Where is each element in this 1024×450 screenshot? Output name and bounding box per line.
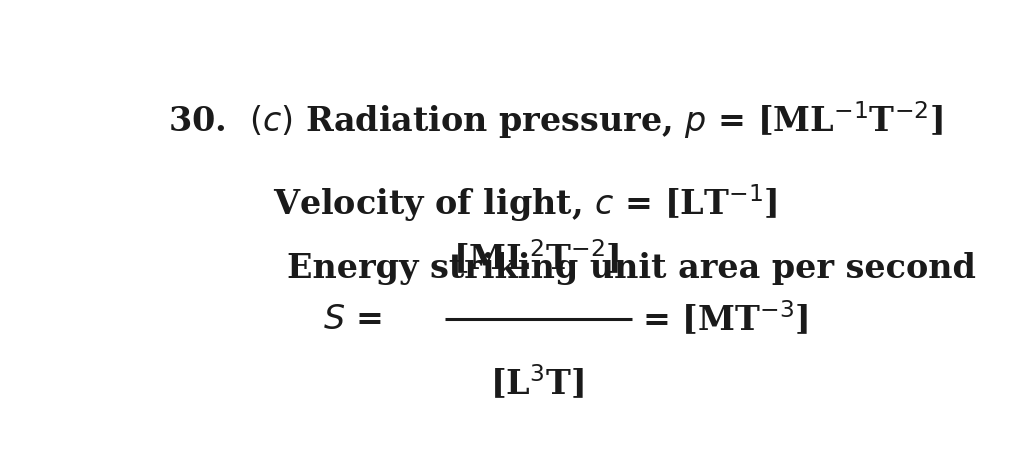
- Text: [L$^{3}$T]: [L$^{3}$T]: [489, 364, 584, 403]
- Text: 30.  $\it{(c)}$ Radiation pressure, $p$ = [ML$^{-1}$T$^{-2}$]: 30. $\it{(c)}$ Radiation pressure, $p$ =…: [168, 99, 943, 141]
- Text: Velocity of light, $c$ = [LT$^{-1}$]: Velocity of light, $c$ = [LT$^{-1}$]: [272, 182, 777, 224]
- Text: = [MT$^{-3}$]: = [MT$^{-3}$]: [642, 300, 809, 338]
- Text: $S$ =: $S$ =: [323, 302, 382, 336]
- Text: Energy striking unit area per second: Energy striking unit area per second: [287, 252, 976, 284]
- Text: [ML$^{2}$T$^{-2}$]: [ML$^{2}$T$^{-2}$]: [454, 239, 620, 278]
